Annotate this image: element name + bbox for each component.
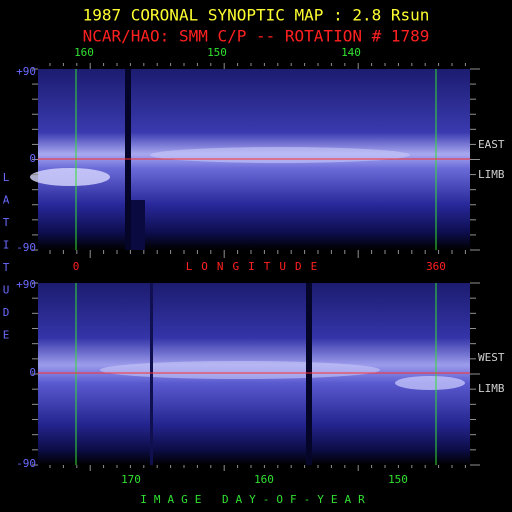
bottom-label: 170 [121,473,141,486]
lower-map [38,283,470,465]
side-label: LIMB [478,168,505,181]
subtitle: NCAR/HAO: SMM C/P -- ROTATION # 1789 [83,27,430,46]
longitude-title: LONGITUDE [186,260,327,273]
latitude-letter: T [3,216,10,229]
top-axis: 160 150 140 [74,46,361,59]
bottom-label: 160 [254,473,274,486]
lat-label: +90 [16,278,36,291]
title: 1987 CORONAL SYNOPTIC MAP : 2.8 Rsun [83,6,430,25]
lat-label: 0 [29,366,36,379]
top-label: 150 [207,46,227,59]
latitude-letter: U [3,284,10,297]
side-label: WEST [478,351,505,364]
guide-lines [38,69,470,465]
lat-label: +90 [16,65,36,78]
side-label: EAST [478,138,505,151]
latitude-letter: D [3,306,10,319]
tick-marks [32,63,480,471]
latitude-letter: T [3,261,10,274]
lat-label: 0 [29,152,36,165]
lat-label: -90 [16,241,36,254]
latitude-letter: E [3,329,10,342]
side-label: LIMB [478,382,505,395]
longitude-end: 360 [426,260,446,273]
bottom-title: IMAGE DAY-OF-YEAR [140,493,372,506]
top-label: 160 [74,46,94,59]
latitude-letter: I [3,239,10,252]
bottom-label: 150 [388,473,408,486]
longitude-start: 0 [73,260,80,273]
top-label: 140 [341,46,361,59]
lat-label: -90 [16,457,36,470]
latitude-letter: A [3,194,10,207]
latitude-letter: L [3,171,10,184]
